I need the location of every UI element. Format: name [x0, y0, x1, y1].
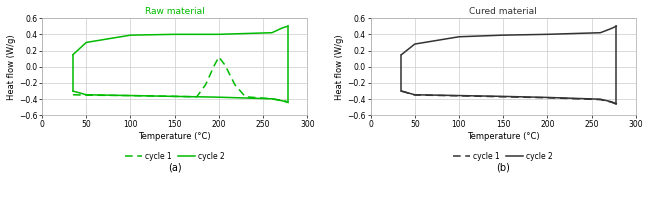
Y-axis label: Heat flow (W/g): Heat flow (W/g) [7, 34, 16, 100]
Legend: cycle 1, cycle 2: cycle 1, cycle 2 [450, 148, 556, 164]
X-axis label: Temperature (°C): Temperature (°C) [467, 132, 540, 141]
Title: Raw material: Raw material [145, 7, 205, 16]
X-axis label: Temperature (°C): Temperature (°C) [138, 132, 211, 141]
Title: Cured material: Cured material [469, 7, 537, 16]
Legend: cycle 1, cycle 2: cycle 1, cycle 2 [122, 148, 228, 164]
Y-axis label: Heat flow (W/g): Heat flow (W/g) [335, 34, 345, 100]
Text: (a): (a) [168, 162, 181, 172]
Text: (b): (b) [496, 162, 510, 172]
